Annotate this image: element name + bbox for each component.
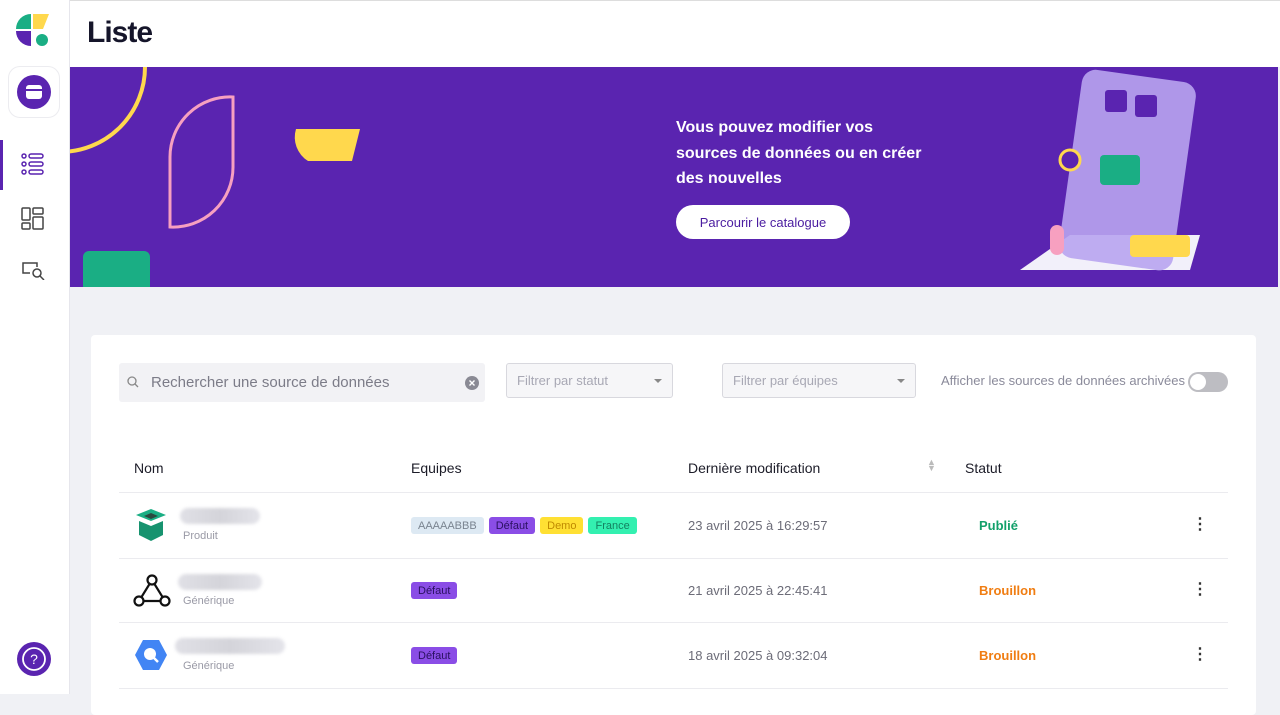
- datasource-module-button[interactable]: [8, 66, 60, 118]
- sidebar-item-dashboard[interactable]: [21, 207, 44, 230]
- tablet-illustration: [1020, 69, 1200, 271]
- modified-date: 23 avril 2025 à 16:29:57: [688, 518, 828, 533]
- box-icon: [136, 509, 166, 541]
- sidebar-item-search-data[interactable]: [22, 262, 46, 280]
- divider: [119, 558, 1228, 559]
- divider: [119, 622, 1228, 623]
- column-header-modified[interactable]: Dernière modification: [688, 460, 821, 476]
- status-badge: Brouillon: [979, 648, 1037, 663]
- help-icon[interactable]: ?: [16, 641, 52, 677]
- chevron-down-icon: [654, 379, 662, 387]
- more-options-icon[interactable]: ⋮: [1192, 581, 1208, 598]
- banner-decoration: [70, 67, 360, 287]
- active-indicator: [0, 140, 3, 190]
- catalogue-banner: Vous pouvez modifier vos sources de donn…: [70, 67, 1278, 287]
- team-tags: Défaut: [411, 582, 462, 599]
- search-placeholder: Rechercher une source de données: [151, 374, 390, 391]
- app-logo[interactable]: [16, 14, 50, 48]
- datasource-type: Générique: [183, 660, 235, 672]
- archived-toggle-label: Afficher les sources de données archivée…: [941, 373, 1186, 388]
- chevron-down-icon: [897, 379, 905, 387]
- team-tags: AAAAABBB Défaut Demo France: [411, 517, 642, 534]
- status-badge: Brouillon: [979, 583, 1037, 598]
- datasource-name-link[interactable]: [175, 638, 285, 654]
- more-options-icon[interactable]: ⋮: [1192, 516, 1208, 533]
- page-title: Liste: [87, 16, 153, 49]
- modified-date: 18 avril 2025 à 09:32:04: [688, 648, 828, 663]
- sidebar: ?: [0, 0, 70, 694]
- team-tag: Défaut: [488, 517, 536, 534]
- team-tag: Demo: [540, 517, 584, 534]
- column-header-name[interactable]: Nom: [134, 460, 164, 476]
- page-header: [70, 0, 1280, 67]
- database-icon: [17, 75, 51, 109]
- search-input[interactable]: Rechercher une source de données: [119, 363, 485, 402]
- column-header-teams: Equipes: [411, 460, 462, 476]
- team-tag: France: [588, 517, 637, 534]
- browse-catalogue-button[interactable]: Parcourir le catalogue: [676, 205, 850, 239]
- divider: [119, 688, 1228, 689]
- banner-message: Vous pouvez modifier vos sources de donn…: [676, 119, 922, 187]
- archived-toggle[interactable]: [1188, 372, 1228, 392]
- more-options-icon[interactable]: ⋮: [1192, 646, 1208, 663]
- datasource-type: Générique: [183, 595, 235, 607]
- modified-date: 21 avril 2025 à 22:45:41: [688, 583, 828, 598]
- sidebar-item-list[interactable]: [21, 153, 45, 175]
- status-filter-placeholder: Filtrer par statut: [517, 373, 609, 388]
- divider: [119, 492, 1228, 493]
- status-filter-select[interactable]: Filtrer par statut: [506, 363, 673, 398]
- datasource-name-link[interactable]: [178, 574, 262, 590]
- datasource-type: Produit: [183, 530, 218, 542]
- teams-filter-select[interactable]: Filtrer par équipes: [722, 363, 916, 398]
- search-icon: [127, 376, 139, 388]
- team-tag: AAAAABBB: [411, 517, 484, 534]
- bigquery-icon: [135, 640, 167, 670]
- status-badge: Publié: [979, 518, 1019, 533]
- teams-filter-placeholder: Filtrer par équipes: [733, 373, 838, 388]
- svg-text:?: ?: [30, 651, 38, 667]
- sort-icon[interactable]: ▲ ▼: [927, 457, 936, 473]
- datasource-name-link[interactable]: [180, 508, 260, 524]
- team-tag: Défaut: [411, 582, 458, 599]
- team-tags: Défaut: [411, 647, 462, 664]
- column-header-status: Statut: [965, 460, 1002, 476]
- clear-icon[interactable]: [465, 376, 479, 390]
- team-tag: Défaut: [411, 647, 458, 664]
- graph-icon: [133, 574, 171, 607]
